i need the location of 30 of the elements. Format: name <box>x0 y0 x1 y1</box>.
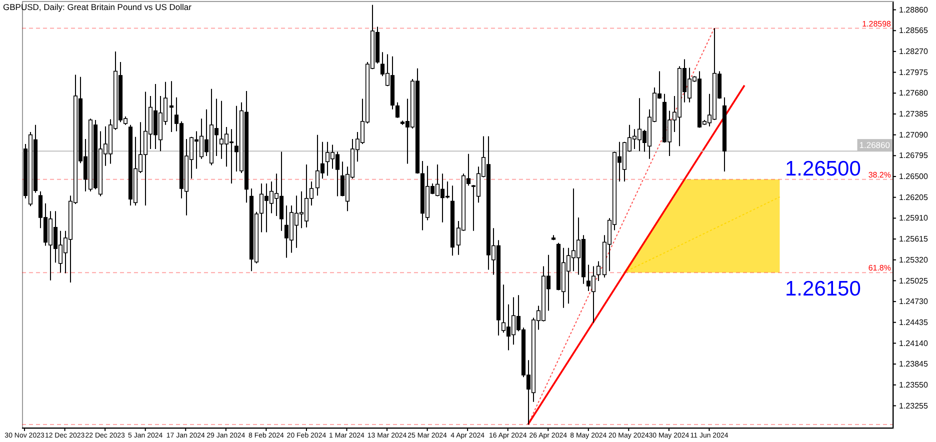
candlestick <box>395 102 400 118</box>
y-tick-label: 1.24435 <box>899 318 928 327</box>
y-tick-label: 1.26795 <box>899 151 928 160</box>
y-tick-label: 1.25910 <box>899 214 928 223</box>
annotation: 38.2% <box>868 170 891 180</box>
annotation: 61.8% <box>868 264 891 273</box>
y-tick-label: 1.23255 <box>899 401 928 410</box>
y-tick-label: 1.28565 <box>899 26 928 36</box>
y-tick-label: 1.27090 <box>899 130 928 140</box>
y-tick-label: 1.24730 <box>899 297 928 306</box>
candlestick <box>596 260 601 282</box>
ref-line-label: 1.26860 <box>859 140 890 150</box>
y-tick-label: 1.25320 <box>899 255 928 264</box>
annotation: 1.26150 <box>785 278 861 301</box>
ref-line-label: 1.28598 <box>862 19 892 28</box>
y-tick-label: 1.26205 <box>899 192 928 202</box>
y-tick-label: 1.24140 <box>899 338 928 348</box>
y-tick-label: 1.23845 <box>899 360 928 369</box>
chart-title: GBPUSD, Daily: Great Britain Pound vs US Dollar <box>3 2 192 12</box>
candlestick <box>169 80 174 132</box>
annotation: 1.26500 <box>785 157 861 180</box>
y-tick-label: 1.27680 <box>899 88 928 98</box>
y-tick-label: 1.25615 <box>899 234 928 244</box>
y-tick-label: 1.28270 <box>899 47 928 56</box>
y-tick-label: 1.27975 <box>899 68 928 77</box>
y-tick-label: 1.25025 <box>899 276 928 286</box>
y-tick-label: 1.28860 <box>899 5 928 14</box>
y-tick-label: 1.27385 <box>899 110 928 119</box>
y-tick-label: 1.26500 <box>899 172 928 182</box>
y-tick-label: 1.23550 <box>899 380 928 390</box>
